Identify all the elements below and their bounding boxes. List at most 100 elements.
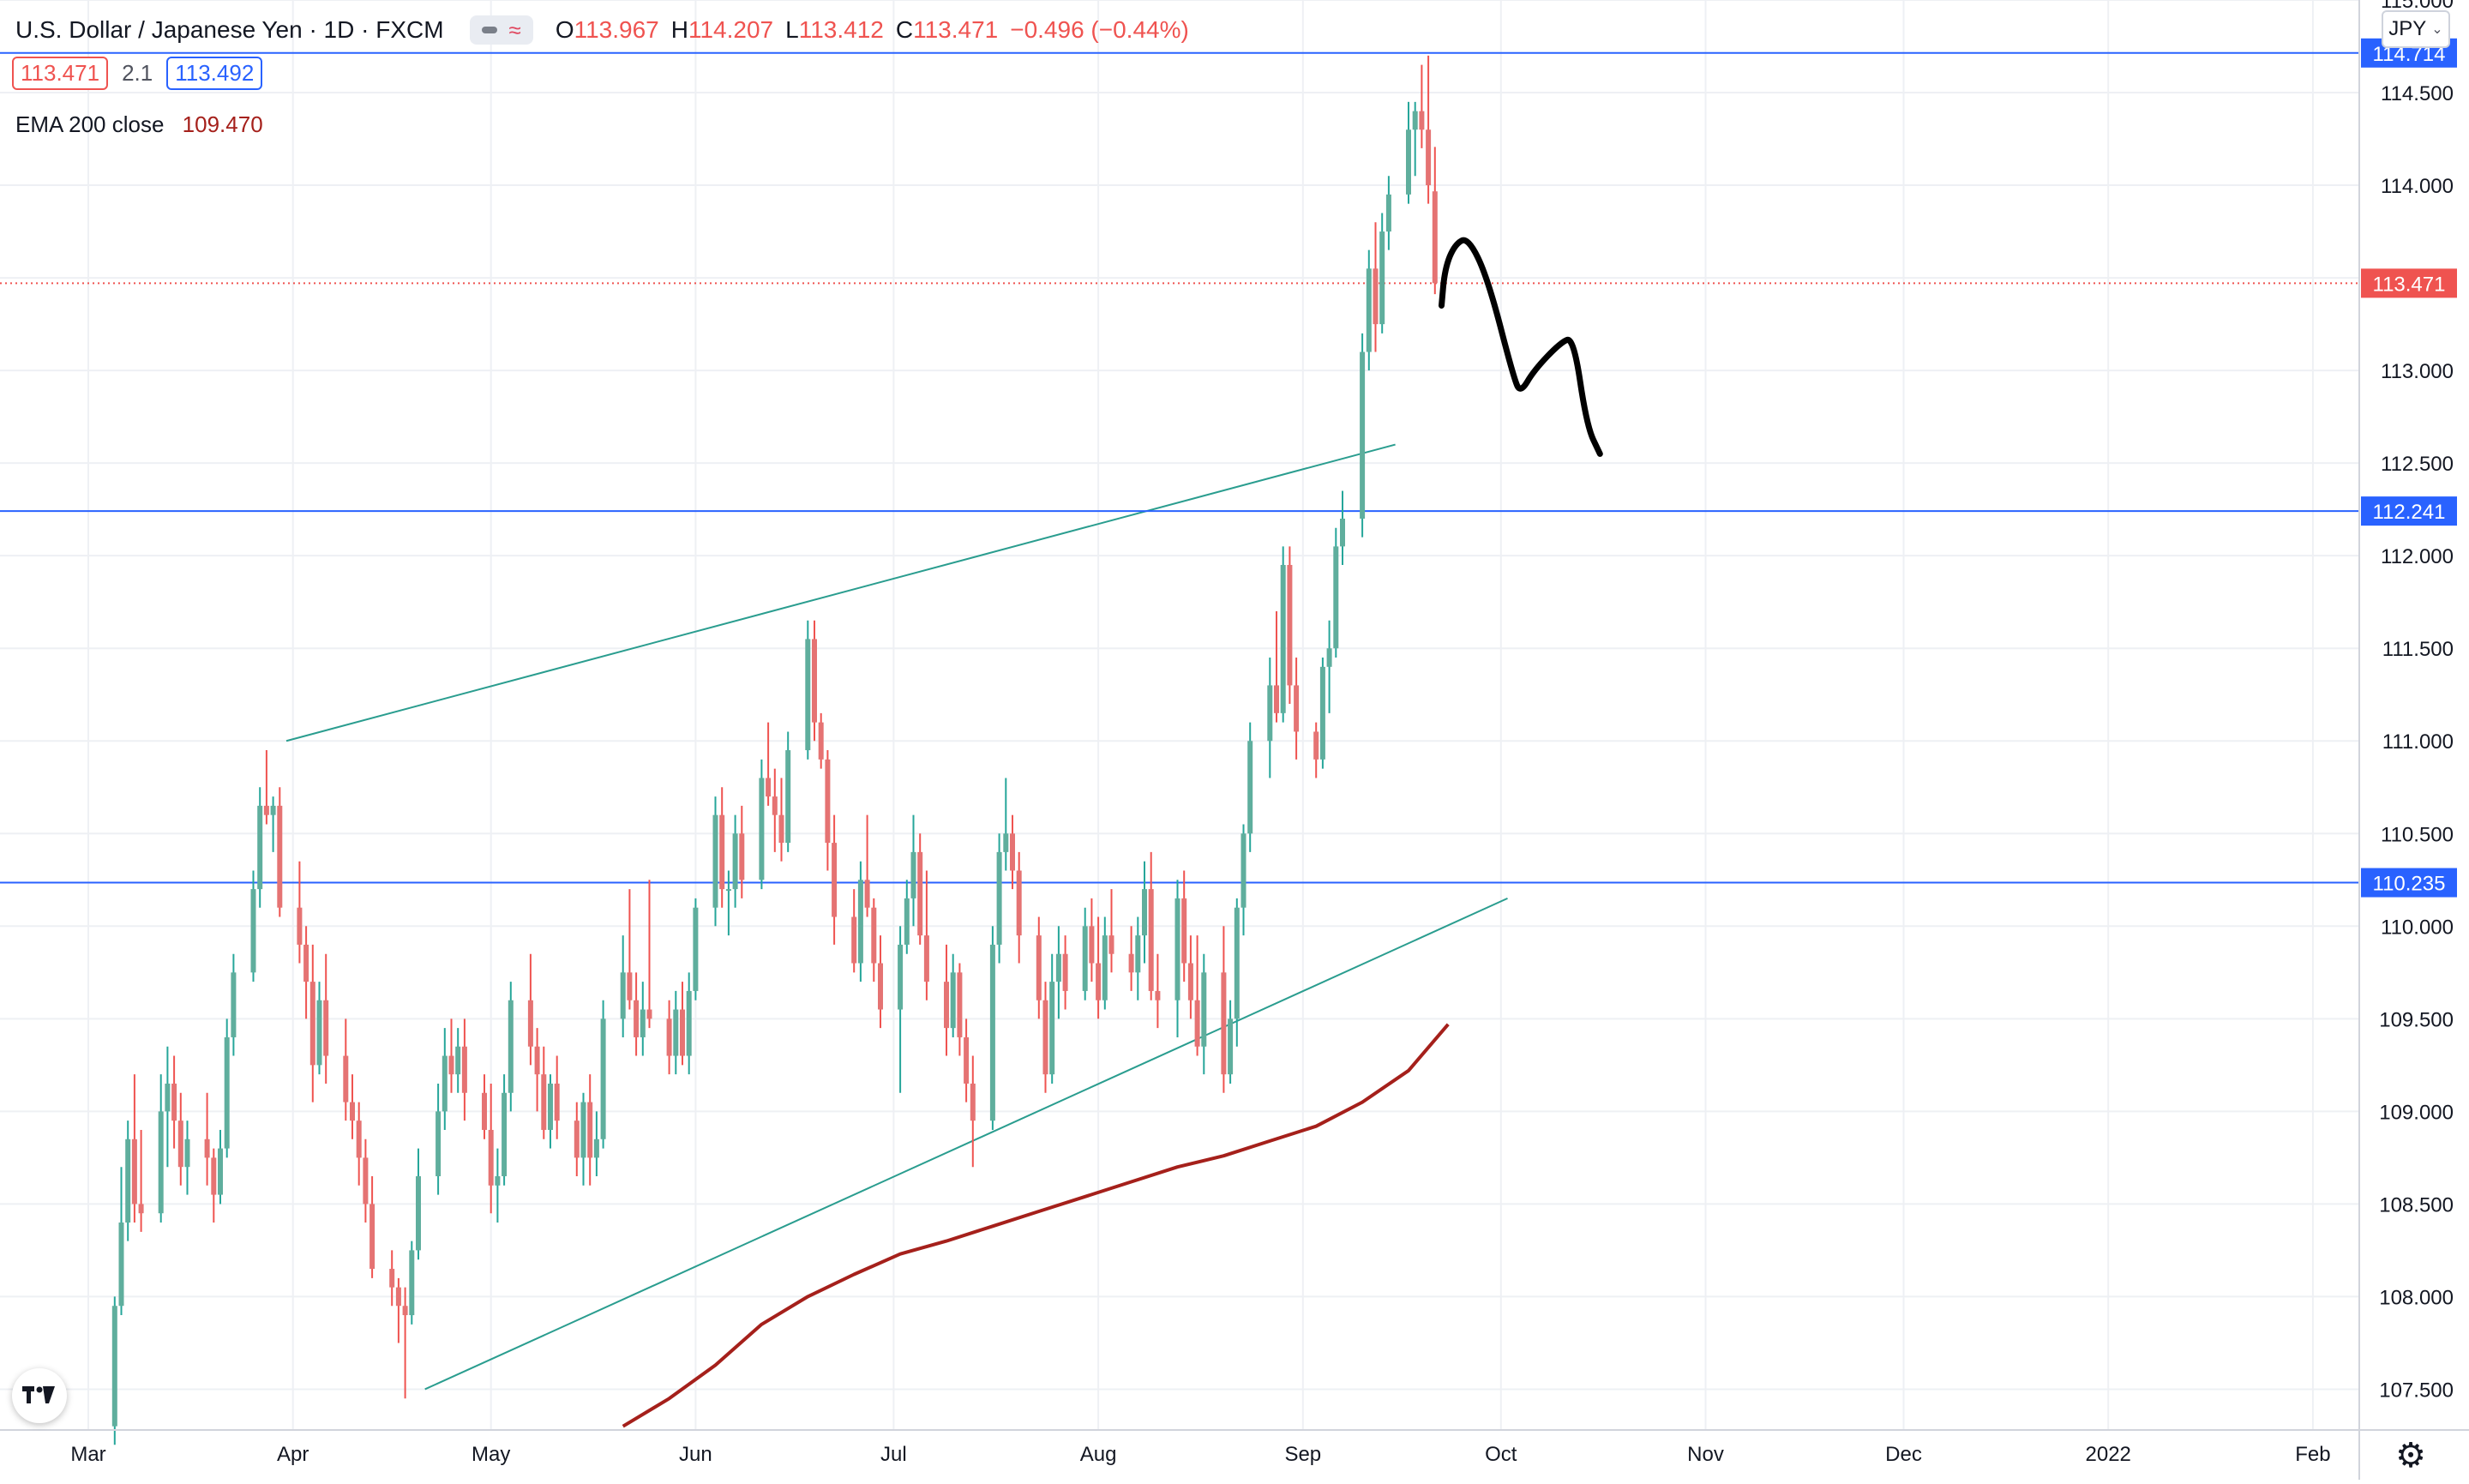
candle-up[interactable] [1326,620,1332,713]
candle-down[interactable] [970,1055,976,1168]
candle-up[interactable] [548,1074,553,1149]
candle-down[interactable] [1426,55,1432,204]
candle-up[interactable] [455,1028,461,1093]
candle-up[interactable] [1234,898,1240,1047]
candle-down[interactable] [1042,982,1048,1093]
candle-up[interactable] [442,1028,448,1130]
candle-down[interactable] [957,963,963,1056]
candle-up[interactable] [1360,333,1366,538]
candle-down[interactable] [871,898,877,982]
candle-down[interactable] [832,814,838,945]
candle-down[interactable] [666,1000,672,1075]
indicator-legend[interactable]: EMA 200 close 109.470 [15,111,263,138]
candle-up[interactable] [712,796,718,927]
candle-up[interactable] [1102,916,1108,1010]
candle-down[interactable] [1096,916,1102,1019]
candle-down[interactable] [534,1028,540,1112]
candle-up[interactable] [996,833,1002,964]
candle-down[interactable] [395,1277,401,1343]
sell-button[interactable]: 113.471 [12,57,109,90]
candle-down[interactable] [309,944,315,1102]
candle-up[interactable] [416,1148,421,1260]
candle-up[interactable] [224,1018,230,1158]
candle-down[interactable] [818,712,824,769]
candle-up[interactable] [270,796,276,852]
candle-up[interactable] [502,1074,508,1186]
tradingview-logo-icon[interactable] [12,1368,67,1423]
candle-down[interactable] [778,778,784,862]
candle-up[interactable] [165,1046,171,1168]
candle-up[interactable] [857,861,863,982]
currency-dropdown[interactable]: JPY ⌄ [2382,10,2450,48]
candle-down[interactable] [851,889,857,973]
candle-down[interactable] [297,861,303,964]
gear-icon[interactable]: ⚙ [2395,1437,2426,1475]
candle-up[interactable] [1412,101,1418,177]
candle-down[interactable] [1010,814,1015,890]
candle-down[interactable] [772,768,778,852]
candle-down[interactable] [482,1074,487,1139]
candle-down[interactable] [1108,889,1114,973]
candle-up[interactable] [508,982,514,1112]
candle-up[interactable] [898,926,904,1093]
candle-up[interactable] [1247,722,1253,852]
candle-down[interactable] [277,787,283,917]
candle-down[interactable] [627,889,633,1010]
candle-down[interactable] [812,620,817,742]
candle-up[interactable] [805,620,811,760]
trendline-upper[interactable] [285,443,1396,742]
candle-down[interactable] [541,1046,547,1139]
candle-up[interactable] [111,1296,117,1445]
candle-up[interactable] [950,953,956,1037]
candle-down[interactable] [263,750,269,825]
trendline-lower[interactable] [424,897,1508,1391]
candle-down[interactable] [825,750,831,871]
candle-down[interactable] [131,1074,137,1223]
candle-up[interactable] [910,814,916,927]
buy-button[interactable]: 113.492 [166,57,263,90]
candle-up[interactable] [409,1241,415,1325]
candle-up[interactable] [495,1148,501,1223]
candle-down[interactable] [1274,611,1279,723]
candle-up[interactable] [640,982,646,1056]
candle-up[interactable] [1135,916,1141,1000]
candle-up[interactable] [904,880,910,954]
candle-up[interactable] [759,759,765,890]
candle-up[interactable] [1340,490,1345,565]
candle-down[interactable] [363,1139,369,1223]
candle-up[interactable] [1379,213,1385,333]
candle-up[interactable] [1142,861,1147,964]
candle-up[interactable] [118,1167,124,1316]
candle-down[interactable] [343,1018,349,1121]
candle-up[interactable] [1174,880,1180,1037]
candle-down[interactable] [1373,222,1379,352]
candle-down[interactable] [1187,935,1193,1019]
candle-up[interactable] [620,935,626,1037]
candle-down[interactable] [739,805,745,898]
candle-down[interactable] [917,833,923,945]
candle-up[interactable] [1228,1000,1234,1084]
legend-controls[interactable]: ≈ [469,15,533,45]
candle-up[interactable] [1267,658,1273,778]
candle-down[interactable] [461,1018,467,1121]
candle-down[interactable] [389,1250,395,1307]
candle-up[interactable] [1319,658,1325,769]
candle-down[interactable] [1294,658,1300,760]
candle-up[interactable] [1280,546,1286,723]
candle-down[interactable] [1313,722,1319,778]
candle-down[interactable] [923,870,929,1000]
candle-up[interactable] [316,982,322,1075]
candle-down[interactable] [1128,926,1134,991]
projection-drawing[interactable] [1439,237,1603,457]
candle-down[interactable] [1221,926,1227,1093]
candle-down[interactable] [634,972,640,1056]
candle-up[interactable] [1055,926,1061,1019]
candle-down[interactable] [646,880,652,1029]
symbol-title[interactable]: U.S. Dollar / Japanese Yen · 1D · FXCM [15,16,444,43]
candle-up[interactable] [231,953,237,1056]
candle-up[interactable] [989,926,995,1130]
candle-up[interactable] [593,1111,599,1176]
candle-up[interactable] [785,731,791,852]
candle-up[interactable] [184,1121,190,1195]
